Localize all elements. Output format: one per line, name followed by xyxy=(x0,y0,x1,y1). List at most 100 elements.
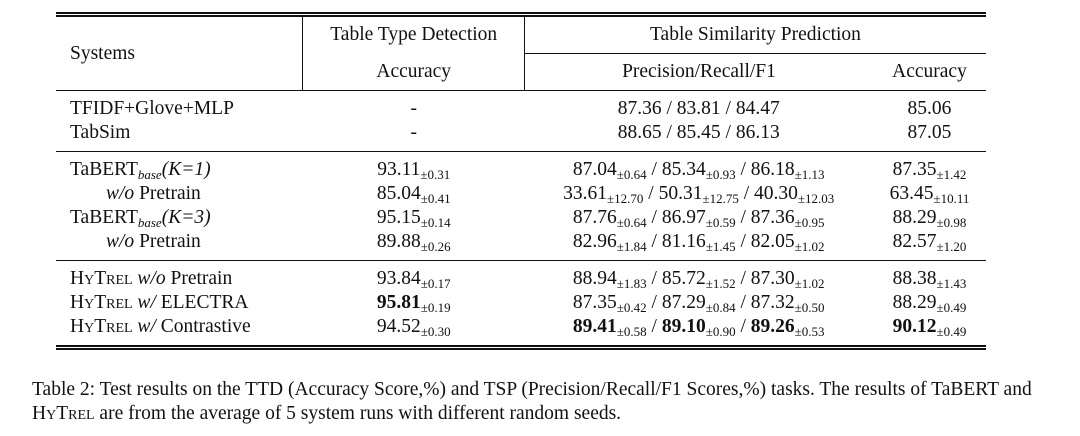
system-cell: HyTrel w/o Pretrain xyxy=(56,260,303,291)
text: Pretrain xyxy=(134,183,201,204)
std-dev: ±0.95 xyxy=(794,215,825,230)
ttd-cell: 89.88±0.26 xyxy=(303,230,524,261)
std-dev: ±0.14 xyxy=(420,215,451,230)
accuracy-cell: 87.05 xyxy=(873,121,986,152)
value: 88.94 xyxy=(572,268,617,289)
separator: / xyxy=(735,268,751,289)
value: 86.18 xyxy=(750,159,795,180)
system-cell: TFIDF+Glove+MLP xyxy=(56,90,303,121)
ttd-cell: 85.04±0.41 xyxy=(303,182,524,206)
accuracy-cell: 63.45±10.11 xyxy=(873,182,986,206)
value: - xyxy=(410,98,417,119)
data-row: HyTrel w/o Pretrain 93.84±0.17 88.94±1.83 … xyxy=(56,260,986,291)
value: 88.29 xyxy=(892,207,937,228)
separator: / xyxy=(646,268,662,289)
caption: Table 2: Test results on the TTD (Accura… xyxy=(32,378,1042,426)
system-cell: HyTrel w/ Contrastive xyxy=(56,315,303,348)
header-cell: Table Type Detection xyxy=(302,14,525,54)
value: 95.15 xyxy=(376,207,421,228)
separator: / xyxy=(738,183,755,204)
text: Table 2: Test results on the TTD (Accura… xyxy=(32,379,1032,400)
table-body: Systems Table Type Detection Table Simil… xyxy=(56,14,986,348)
header-row: Accuracy Precision/Recall/F1 Accuracy xyxy=(56,53,986,91)
subscript: base xyxy=(138,215,162,230)
value: 89.88 xyxy=(376,231,421,252)
value: 88.38 xyxy=(892,268,937,289)
value: 85.04 xyxy=(376,183,421,204)
header-row: Systems Table Type Detection Table Simil… xyxy=(56,14,986,64)
std-dev: ±1.84 xyxy=(616,239,647,254)
text: Contrastive xyxy=(155,316,251,337)
value: 82.96 xyxy=(572,231,617,252)
italic-text: base xyxy=(137,215,162,230)
italic-text: (K=3) xyxy=(161,207,211,228)
text: are from the average of 5 system runs wi… xyxy=(94,403,622,424)
value: 93.84 xyxy=(376,268,421,289)
std-dev: ±0.49 xyxy=(936,324,967,339)
small-caps-text: HyTrel xyxy=(70,268,133,289)
separator: / xyxy=(646,292,662,313)
std-dev: ±1.45 xyxy=(705,239,736,254)
separator: / xyxy=(643,183,659,204)
prf-cell: 87.36 / 83.81 / 84.47 xyxy=(524,90,873,121)
std-dev: ±0.26 xyxy=(420,239,451,254)
italic-text: (K=1) xyxy=(161,159,211,180)
prf-cell: 89.41±0.58 / 89.10±0.90 / 89.26±0.53 xyxy=(524,315,873,348)
accuracy-cell: 90.12±0.49 xyxy=(873,315,986,348)
table-wrap: Systems Table Type Detection Table Simil… xyxy=(56,12,986,350)
text: Pretrain xyxy=(165,268,233,289)
std-dev: ±0.58 xyxy=(616,324,647,339)
data-row: TabSim - 88.65 / 85.45 / 86.13 87.05 xyxy=(56,121,986,152)
std-dev: ±10.11 xyxy=(933,191,970,206)
subscript: base xyxy=(138,167,162,182)
value: 95.81 xyxy=(376,292,421,313)
std-dev: ±0.42 xyxy=(616,300,647,315)
ttd-cell: 93.84±0.17 xyxy=(302,260,525,291)
prf-cell: 33.61±12.70 / 50.31±12.75 / 40.30±12.03 xyxy=(524,182,873,206)
value: 50.31 xyxy=(658,183,703,204)
value: 81.16 xyxy=(661,231,706,252)
text: ELECTRA xyxy=(155,292,249,313)
data-row: HyTrel w/ Contrastive 94.52±0.30 89.41±0.5… xyxy=(56,315,986,348)
small-caps-text: HyTrel xyxy=(32,403,95,424)
std-dev: ±1.02 xyxy=(794,276,825,291)
value: 33.61 xyxy=(563,183,608,204)
value: 90.12 xyxy=(892,316,937,337)
std-dev: ±1.52 xyxy=(705,276,736,291)
std-dev: ±0.98 xyxy=(936,215,967,230)
separator: / xyxy=(646,159,662,180)
ttd-cell: - xyxy=(302,90,525,121)
separator: / xyxy=(735,231,751,252)
separator: / xyxy=(735,159,751,180)
prf-cell: 87.35±0.42 / 87.29±0.84 / 87.32±0.50 xyxy=(524,291,873,315)
system-cell: TabSim xyxy=(56,121,303,152)
std-dev: ±12.03 xyxy=(797,191,835,206)
value: 87.29 xyxy=(661,292,706,313)
accuracy-cell: 88.38±1.43 xyxy=(872,260,986,291)
text: TaBERT xyxy=(70,207,138,228)
separator: / xyxy=(720,122,736,143)
value: 87.32 xyxy=(750,292,795,313)
italic-text: w/ xyxy=(132,316,156,337)
prf-cell: 88.65 / 85.45 / 86.13 xyxy=(524,121,873,152)
std-dev: ±0.53 xyxy=(794,324,825,339)
header-cell: Table Similarity Prediction xyxy=(523,14,986,54)
prf-cell: 87.76±0.64 / 86.97±0.59 / 87.36±0.95 xyxy=(524,206,873,230)
std-dev: ±0.64 xyxy=(616,167,647,182)
text: TaBERT xyxy=(70,159,138,180)
separator: / xyxy=(646,207,662,228)
value: 87.30 xyxy=(750,268,795,289)
accuracy-cell: 87.35±1.42 xyxy=(872,151,986,182)
value: 94.52 xyxy=(376,316,421,337)
value: 87.76 xyxy=(572,207,617,228)
accuracy-cell: 88.29±0.98 xyxy=(873,206,986,230)
ttd-cell: 94.52±0.30 xyxy=(303,315,524,348)
value: 87.35 xyxy=(892,159,937,180)
header-cell: Accuracy xyxy=(892,61,967,82)
separator: / xyxy=(720,98,736,119)
std-dev: ±0.49 xyxy=(936,300,967,315)
std-dev: ±0.84 xyxy=(705,300,736,315)
data-row: TaBERTbase(K=1) 93.11±0.31 87.04±0.64 / 85… xyxy=(56,151,986,182)
value: 87.35 xyxy=(572,292,617,313)
value: 88.65 xyxy=(617,122,662,143)
